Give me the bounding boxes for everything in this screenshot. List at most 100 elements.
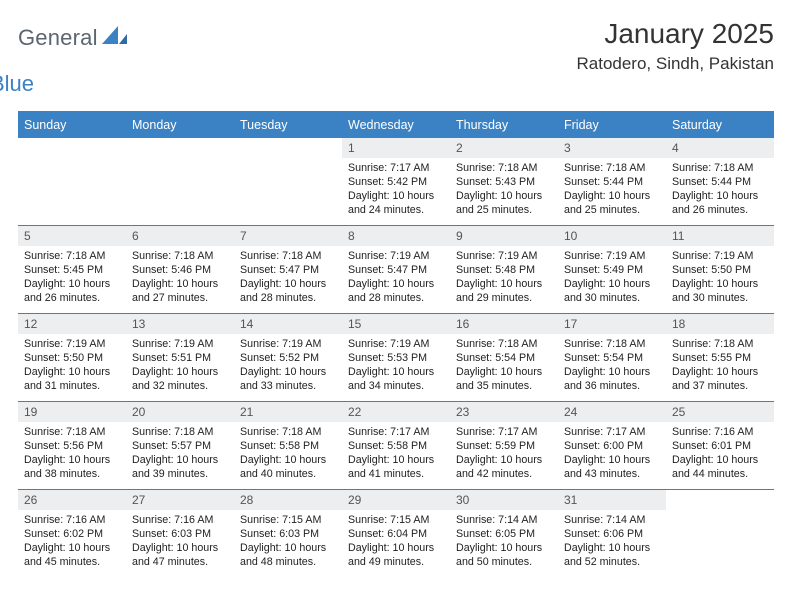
day-details [234,158,342,166]
sunset-line: Sunset: 5:46 PM [132,263,228,277]
day-number: 18 [666,314,774,334]
logo-sail-icon [100,24,130,51]
daylight-line: Daylight: 10 hours and 47 minutes. [132,541,228,569]
sunrise-line: Sunrise: 7:18 AM [672,161,768,175]
sunset-line: Sunset: 5:49 PM [564,263,660,277]
sunset-line: Sunset: 5:45 PM [24,263,120,277]
daylight-line: Daylight: 10 hours and 24 minutes. [348,189,444,217]
sunset-line: Sunset: 6:02 PM [24,527,120,541]
weekday-header: Monday [126,113,234,137]
day-number: 4 [666,138,774,158]
daylight-line: Daylight: 10 hours and 25 minutes. [564,189,660,217]
daylight-line: Daylight: 10 hours and 36 minutes. [564,365,660,393]
calendar-cell: 12Sunrise: 7:19 AMSunset: 5:50 PMDayligh… [18,313,126,401]
sunset-line: Sunset: 5:51 PM [132,351,228,365]
day-number: 2 [450,138,558,158]
day-number: 19 [18,402,126,422]
logo-text-blue: Blue [0,71,34,97]
sunset-line: Sunset: 6:00 PM [564,439,660,453]
daylight-line: Daylight: 10 hours and 28 minutes. [240,277,336,305]
sunset-line: Sunset: 5:54 PM [564,351,660,365]
day-details: Sunrise: 7:17 AMSunset: 5:42 PMDaylight:… [342,158,450,223]
day-details: Sunrise: 7:19 AMSunset: 5:47 PMDaylight:… [342,246,450,311]
weekday-header: Sunday [18,113,126,137]
calendar-cell: 5Sunrise: 7:18 AMSunset: 5:45 PMDaylight… [18,225,126,313]
daylight-line: Daylight: 10 hours and 38 minutes. [24,453,120,481]
sunrise-line: Sunrise: 7:16 AM [24,513,120,527]
sunrise-line: Sunrise: 7:16 AM [672,425,768,439]
sunset-line: Sunset: 5:56 PM [24,439,120,453]
calendar-cell: 8Sunrise: 7:19 AMSunset: 5:47 PMDaylight… [342,225,450,313]
daylight-line: Daylight: 10 hours and 31 minutes. [24,365,120,393]
sunrise-line: Sunrise: 7:18 AM [132,425,228,439]
calendar-cell: 19 Sunrise: 7:18 AMSunset: 5:56 PMDayligh… [18,401,126,489]
calendar-cell: 13Sunrise: 7:19 AMSunset: 5:51 PMDayligh… [126,313,234,401]
day-details: Sunrise: 7:15 AMSunset: 6:04 PMDaylight:… [342,510,450,575]
sunset-line: Sunset: 6:01 PM [672,439,768,453]
day-number: 17 [558,314,666,334]
calendar-cell: 21Sunrise: 7:18 AMSunset: 5:58 PMDayligh… [234,401,342,489]
day-details [18,158,126,166]
calendar-cell: 1Sunrise: 7:17 AMSunset: 5:42 PMDaylight… [342,137,450,225]
calendar-cell: 20Sunrise: 7:18 AMSunset: 5:57 PMDayligh… [126,401,234,489]
daylight-line: Daylight: 10 hours and 52 minutes. [564,541,660,569]
sunrise-line: Sunrise: 7:18 AM [456,337,552,351]
day-number: 9 [450,226,558,246]
calendar-cell [18,137,126,225]
sunrise-line: Sunrise: 7:16 AM [132,513,228,527]
sunrise-line: Sunrise: 7:19 AM [132,337,228,351]
day-number: 8 [342,226,450,246]
day-details: Sunrise: 7:18 AMSunset: 5:54 PMDaylight:… [450,334,558,399]
sunrise-line: Sunrise: 7:19 AM [24,337,120,351]
calendar-cell: 22Sunrise: 7:17 AMSunset: 5:58 PMDayligh… [342,401,450,489]
daylight-line: Daylight: 10 hours and 26 minutes. [672,189,768,217]
day-number: 14 [234,314,342,334]
day-number [18,138,126,158]
day-details: Sunrise: 7:18 AMSunset: 5:55 PMDaylight:… [666,334,774,399]
day-number: 16 [450,314,558,334]
day-details: Sunrise: 7:18 AMSunset: 5:54 PMDaylight:… [558,334,666,399]
calendar-cell: 11Sunrise: 7:19 AMSunset: 5:50 PMDayligh… [666,225,774,313]
sunrise-line: Sunrise: 7:19 AM [564,249,660,263]
daylight-line: Daylight: 10 hours and 30 minutes. [564,277,660,305]
day-details: Sunrise: 7:19 AMSunset: 5:48 PMDaylight:… [450,246,558,311]
calendar-cell: 14Sunrise: 7:19 AMSunset: 5:52 PMDayligh… [234,313,342,401]
day-details: Sunrise: 7:19 AMSunset: 5:50 PMDaylight:… [666,246,774,311]
sunset-line: Sunset: 5:44 PM [564,175,660,189]
day-details: Sunrise: 7:18 AMSunset: 5:45 PMDaylight:… [18,246,126,311]
sunset-line: Sunset: 6:05 PM [456,527,552,541]
sunset-line: Sunset: 6:06 PM [564,527,660,541]
sunrise-line: Sunrise: 7:18 AM [24,425,120,439]
sunrise-line: Sunrise: 7:18 AM [132,249,228,263]
sunrise-line: Sunrise: 7:19 AM [240,337,336,351]
sunrise-line: Sunrise: 7:19 AM [672,249,768,263]
header: General Blue January 2025 Ratodero, Sind… [18,18,774,97]
day-details: Sunrise: 7:18 AMSunset: 5:44 PMDaylight:… [558,158,666,223]
calendar-cell [126,137,234,225]
calendar-cell [666,489,774,577]
day-number: 24 [558,402,666,422]
day-number [234,138,342,158]
calendar-cell [234,137,342,225]
sunrise-line: Sunrise: 7:19 AM [348,337,444,351]
day-details: Sunrise: 7:14 AMSunset: 6:06 PMDaylight:… [558,510,666,575]
daylight-line: Daylight: 10 hours and 28 minutes. [348,277,444,305]
day-details: Sunrise: 7:16 AMSunset: 6:03 PMDaylight:… [126,510,234,575]
daylight-line: Daylight: 10 hours and 48 minutes. [240,541,336,569]
sunrise-line: Sunrise: 7:19 AM [456,249,552,263]
sunset-line: Sunset: 5:54 PM [456,351,552,365]
calendar-cell: 16Sunrise: 7:18 AMSunset: 5:54 PMDayligh… [450,313,558,401]
sunset-line: Sunset: 5:58 PM [240,439,336,453]
sunrise-line: Sunrise: 7:18 AM [564,337,660,351]
sunrise-line: Sunrise: 7:17 AM [348,161,444,175]
sunset-line: Sunset: 5:47 PM [240,263,336,277]
sunrise-line: Sunrise: 7:14 AM [564,513,660,527]
calendar-cell: 15Sunrise: 7:19 AMSunset: 5:53 PMDayligh… [342,313,450,401]
day-number: 3 [558,138,666,158]
sunrise-line: Sunrise: 7:19 AM [348,249,444,263]
location: Ratodero, Sindh, Pakistan [576,54,774,74]
sunset-line: Sunset: 5:57 PM [132,439,228,453]
weekday-header: Wednesday [342,113,450,137]
daylight-line: Daylight: 10 hours and 34 minutes. [348,365,444,393]
daylight-line: Daylight: 10 hours and 43 minutes. [564,453,660,481]
